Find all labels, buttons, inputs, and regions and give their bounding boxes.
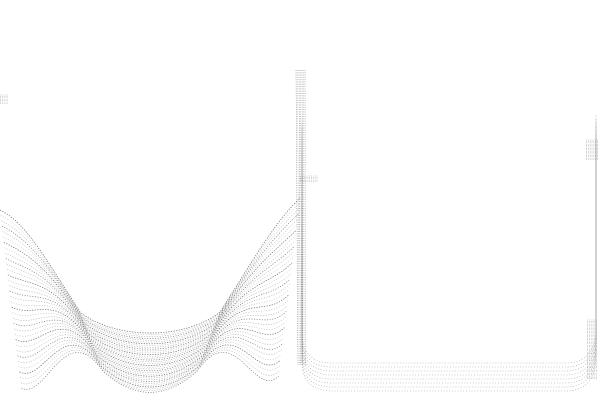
left-field-curve: [16, 334, 284, 381]
right-field-curve: [301, 115, 597, 392]
left-field-curve: [21, 352, 279, 393]
center-divider-line: [298, 69, 301, 366]
left-field-curve: [0, 203, 300, 335]
center-divider-line: [301, 69, 304, 366]
left-field-curve: [9, 273, 292, 359]
right-field-curve: [301, 131, 597, 376]
left-field-curve: [18, 339, 282, 384]
left-field-curve: [7, 257, 294, 353]
edge-marks: [0, 94, 598, 380]
left-field-curve: [13, 311, 287, 372]
left-field-curve: [14, 322, 286, 375]
left-field-curve: [14, 316, 286, 373]
left-curve-family: [0, 197, 301, 393]
left-field-curve: [4, 235, 296, 346]
right-field-curve: [301, 123, 597, 384]
left-field-curve: [20, 349, 280, 391]
center-divider-line: [295, 69, 299, 366]
left-field-curve: [17, 336, 283, 382]
left-field-curve: [1, 213, 299, 339]
left-field-curve: [20, 347, 281, 389]
left-field-curve: [5, 246, 295, 350]
center-divider: [295, 69, 306, 366]
left-field-curve: [10, 289, 290, 364]
left-field-curve: [12, 305, 288, 370]
center-divider-line: [303, 69, 305, 366]
right-field-curve: [301, 135, 597, 372]
right-curve-family: [301, 115, 597, 392]
left-field-curve: [8, 268, 292, 357]
left-field-curve: [6, 251, 294, 352]
left-field-curve: [2, 219, 298, 341]
left-field-curve: [3, 224, 297, 343]
right-field-curve: [301, 139, 597, 368]
left-field-curve: [11, 294, 289, 366]
right-field-curve: [301, 119, 597, 388]
left-field-curve: [5, 241, 295, 348]
left-field-curve: [0, 197, 301, 334]
left-field-curve: [9, 278, 291, 361]
left-field-curve: [3, 230, 297, 345]
left-field-curve: [1, 208, 299, 337]
left-field-curve: [15, 327, 285, 377]
left-field-curve: [19, 344, 281, 388]
center-divider-line: [300, 69, 302, 366]
left-field-curve: [12, 300, 288, 368]
center-divider-line: [297, 69, 300, 366]
left-field-curve: [7, 262, 293, 355]
right-field-curve: [301, 143, 597, 364]
right-field-curve: [301, 127, 597, 380]
left-field-curve: [10, 284, 290, 363]
